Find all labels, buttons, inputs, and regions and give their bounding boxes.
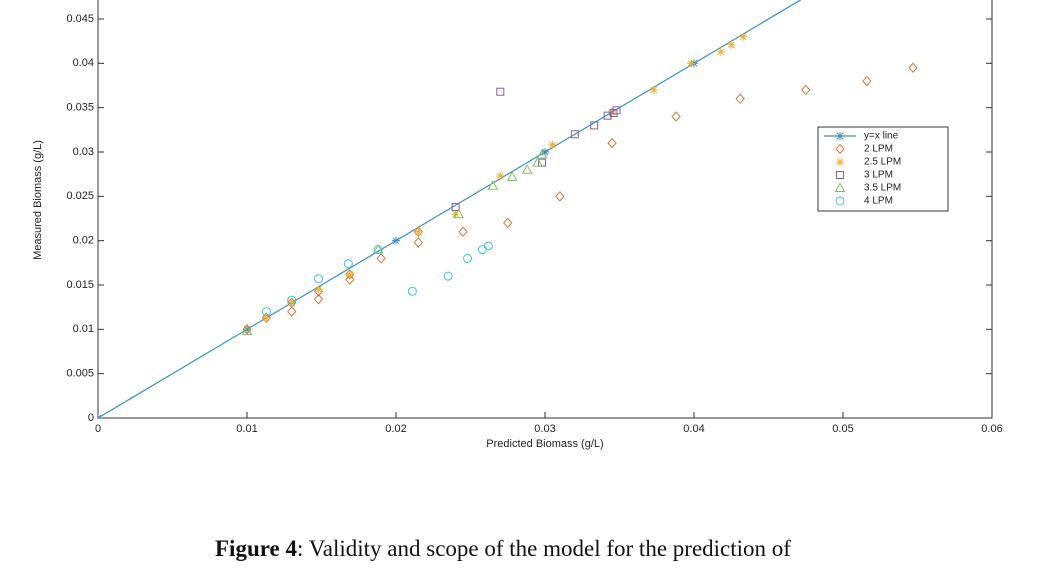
marker bbox=[241, 325, 253, 336]
marker bbox=[376, 253, 386, 264]
y-tick-label: 0.03 bbox=[73, 146, 94, 158]
marker bbox=[548, 140, 557, 149]
caption-label: Figure 4 bbox=[215, 536, 297, 561]
legend-label: 2.5 LPM bbox=[864, 157, 901, 168]
marker bbox=[739, 32, 748, 41]
marker bbox=[607, 137, 617, 149]
marker bbox=[407, 286, 417, 296]
marker bbox=[532, 157, 543, 167]
marker bbox=[506, 171, 518, 181]
marker bbox=[608, 108, 617, 117]
y-tick-label: 0.045 bbox=[66, 13, 94, 25]
marker bbox=[243, 325, 251, 334]
caption: Figure 4: Validity and scope of the mode… bbox=[215, 536, 791, 562]
marker bbox=[345, 274, 355, 285]
marker bbox=[908, 62, 918, 74]
marker bbox=[687, 59, 696, 68]
marker bbox=[261, 312, 272, 324]
legend-label: 3 LPM bbox=[864, 170, 893, 181]
marker bbox=[463, 253, 473, 263]
marker bbox=[414, 227, 423, 236]
marker bbox=[287, 295, 297, 305]
marker bbox=[458, 226, 468, 238]
plot-area bbox=[98, 0, 918, 418]
marker bbox=[477, 245, 487, 255]
marker bbox=[541, 148, 549, 156]
marker bbox=[555, 191, 565, 202]
marker bbox=[373, 245, 383, 255]
marker bbox=[242, 324, 252, 335]
marker bbox=[314, 274, 324, 284]
x-tick-label: 0.03 bbox=[534, 423, 555, 435]
marker bbox=[590, 121, 599, 130]
caption-text: : Validity and scope of the model for th… bbox=[296, 536, 791, 561]
legend-label: 3.5 LPM bbox=[864, 183, 901, 194]
x-tick-label: 0.06 bbox=[981, 423, 1002, 435]
marker bbox=[261, 307, 271, 317]
legend-marker bbox=[836, 171, 844, 179]
x-axis-label: Predicted Biomass (g/L) bbox=[486, 438, 603, 450]
marker bbox=[716, 47, 725, 56]
marker bbox=[392, 236, 400, 245]
marker bbox=[603, 111, 612, 120]
marker bbox=[345, 270, 354, 279]
marker bbox=[735, 93, 745, 105]
marker bbox=[503, 217, 513, 229]
marker bbox=[609, 108, 618, 117]
y-tick-label: 0.01 bbox=[73, 323, 94, 335]
marker bbox=[287, 298, 296, 307]
legend-label: 2 LPM bbox=[864, 144, 893, 155]
legend-marker bbox=[835, 196, 845, 206]
marker bbox=[483, 241, 493, 251]
marker bbox=[801, 84, 811, 96]
legend-marker bbox=[835, 143, 845, 155]
y-tick-label: 0.025 bbox=[66, 190, 94, 202]
y-tick-label: 0.02 bbox=[73, 235, 94, 247]
legend-marker bbox=[836, 132, 844, 140]
marker bbox=[313, 293, 324, 305]
marker bbox=[451, 202, 460, 211]
marker bbox=[372, 244, 384, 254]
marker bbox=[612, 106, 621, 115]
y-tick-label: 0 bbox=[88, 412, 94, 424]
x-tick-label: 0.02 bbox=[385, 423, 406, 435]
marker bbox=[343, 259, 353, 269]
marker bbox=[287, 306, 297, 317]
marker bbox=[649, 85, 658, 94]
x-tick-label: 0 bbox=[95, 423, 101, 435]
marker bbox=[521, 164, 533, 174]
marker bbox=[487, 180, 499, 190]
marker bbox=[262, 313, 271, 322]
series-line bbox=[98, 0, 802, 418]
marker bbox=[570, 130, 579, 139]
marker bbox=[314, 285, 323, 294]
marker bbox=[536, 149, 548, 159]
x-tick-label: 0.04 bbox=[683, 423, 704, 435]
marker bbox=[443, 271, 453, 281]
marker bbox=[671, 111, 681, 122]
marker bbox=[453, 208, 464, 219]
legend-label: 4 LPM bbox=[864, 196, 893, 207]
y-tick-label: 0.015 bbox=[66, 279, 94, 291]
y-tick-label: 0.035 bbox=[66, 102, 94, 114]
legend-marker bbox=[836, 158, 844, 166]
marker bbox=[287, 297, 297, 308]
marker bbox=[413, 237, 424, 248]
x-tick-label: 0.05 bbox=[832, 423, 853, 435]
marker bbox=[413, 226, 424, 238]
legend-marker bbox=[834, 182, 846, 192]
x-tick-label: 0.01 bbox=[236, 423, 257, 435]
marker bbox=[345, 269, 355, 280]
marker bbox=[496, 87, 505, 96]
marker bbox=[98, 414, 102, 418]
chart: Predicted Biomass (g/L) Measured Biomass… bbox=[32, 0, 1003, 450]
y-tick-label: 0.005 bbox=[66, 368, 94, 380]
marker bbox=[496, 171, 505, 180]
legend-label: y=x line bbox=[864, 131, 899, 142]
y-axis-label: Measured Biomass (g/L) bbox=[32, 140, 44, 260]
y-tick-label: 0.04 bbox=[73, 57, 94, 69]
marker bbox=[727, 40, 736, 49]
marker bbox=[862, 75, 872, 87]
